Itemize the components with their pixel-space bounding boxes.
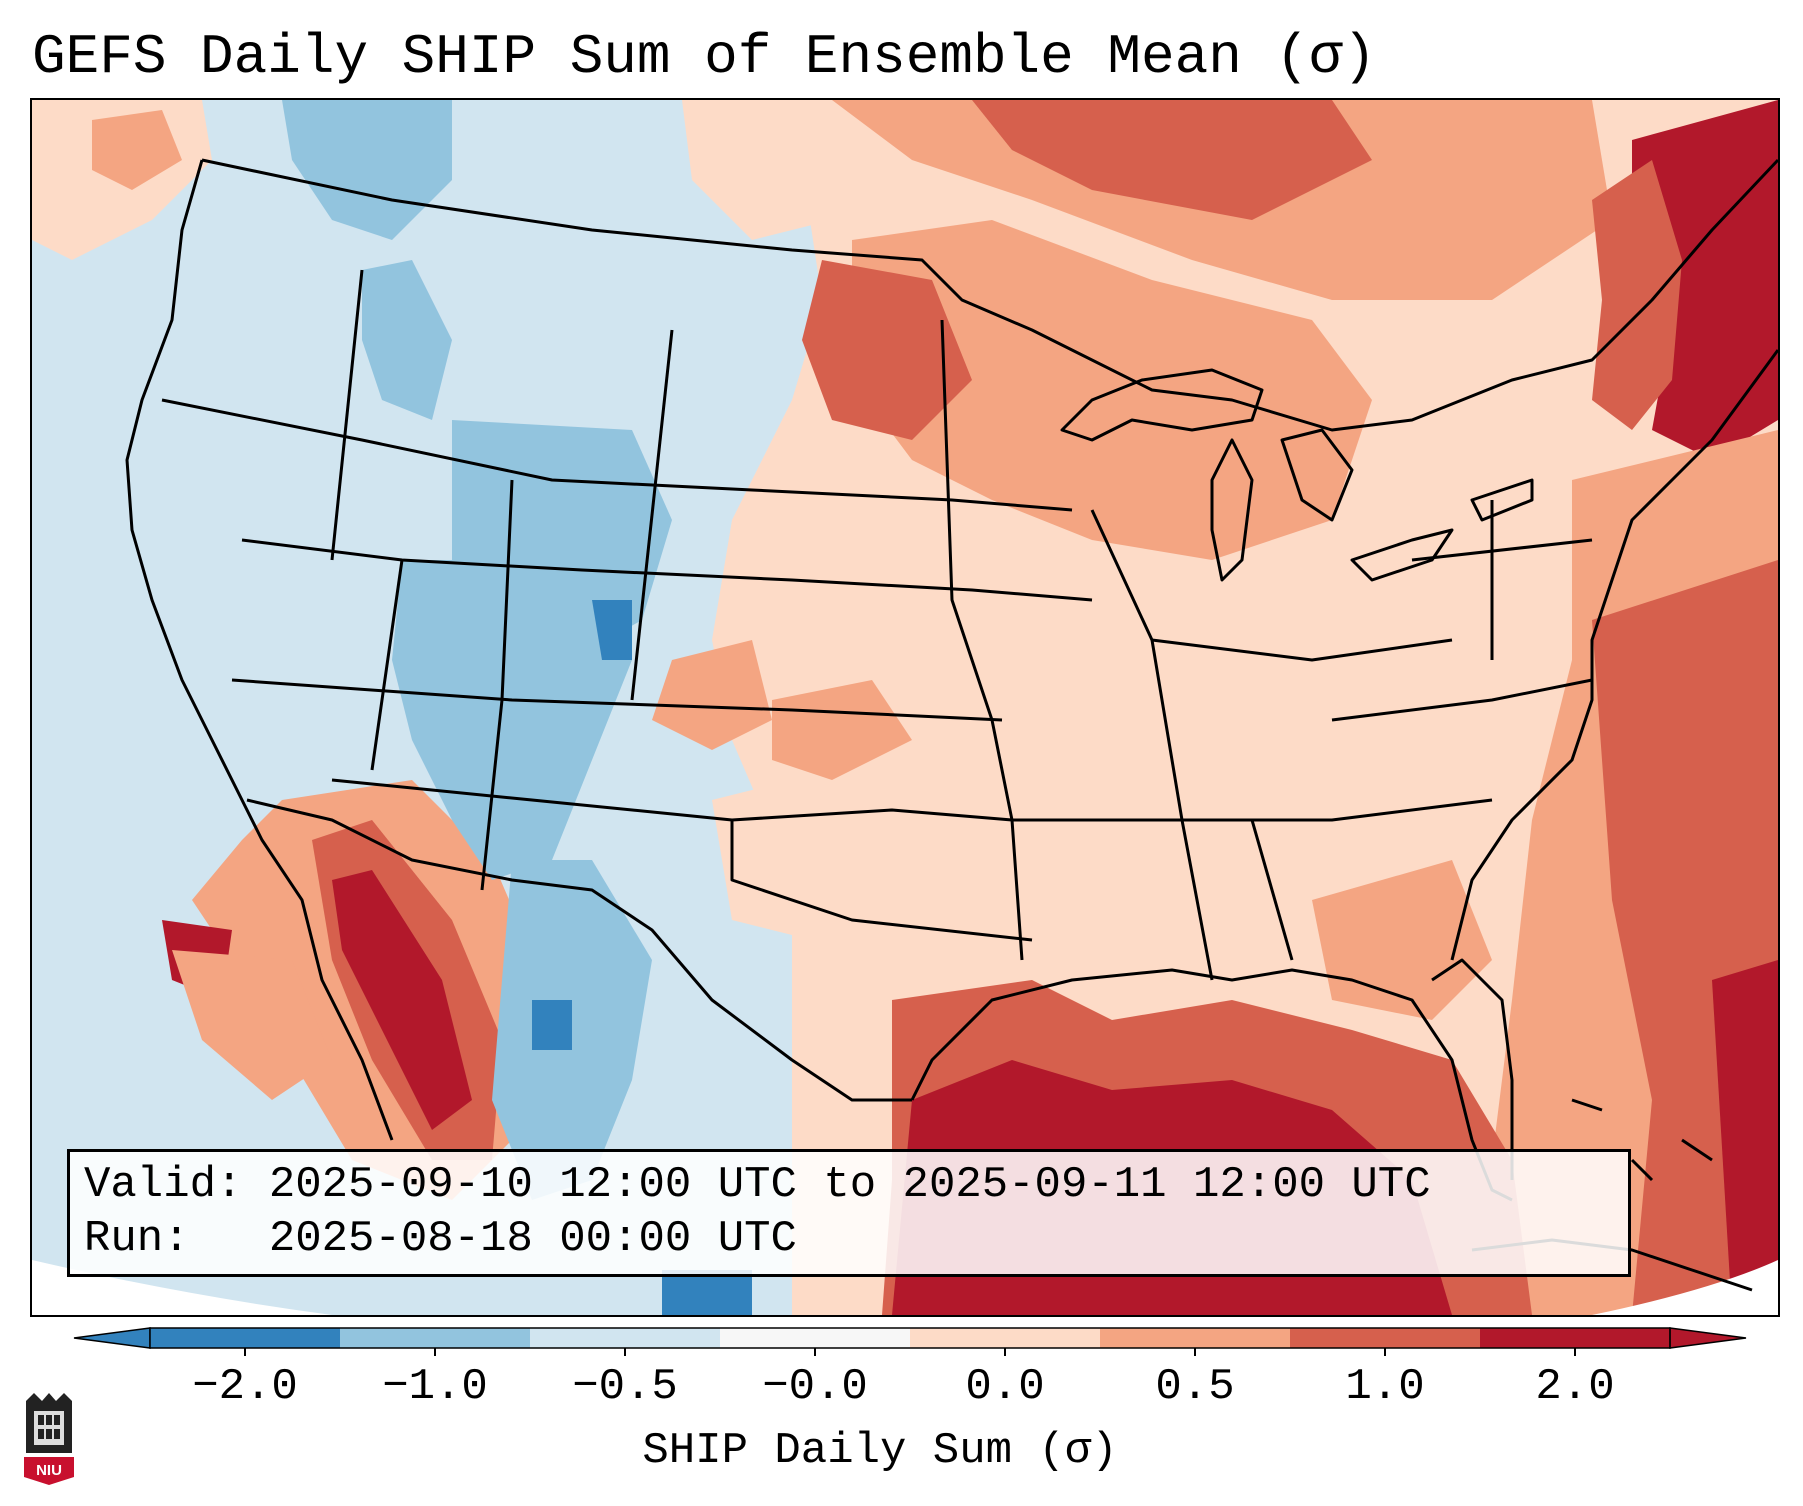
- anomaly-field: [32, 100, 1778, 1315]
- lake-huron: [1280, 428, 1354, 522]
- validity-info-box: Valid: 2025-09-10 12:00 UTC to 2025-09-1…: [67, 1149, 1631, 1277]
- colorbar-segment: [530, 1328, 720, 1348]
- run-time-line: Run: 2025-08-18 00:00 UTC: [84, 1214, 797, 1264]
- colorbar-title: SHIP Daily Sum (σ): [642, 1426, 1118, 1476]
- map-projection-edge: [32, 1260, 332, 1315]
- map-projection-edge-right: [1592, 1260, 1778, 1315]
- colorbar-segment: [1290, 1328, 1480, 1348]
- lake-ontario: [1470, 478, 1534, 522]
- canada-border: [201, 158, 1778, 432]
- colorbar-segment: [1100, 1328, 1290, 1348]
- colorbar-tick-label: 0.0: [965, 1362, 1045, 1412]
- colorbar-extend-low: [73, 1327, 151, 1349]
- lake-superior: [1060, 368, 1264, 442]
- colorbar-tick-label: 0.5: [1155, 1362, 1235, 1412]
- boundaries: [125, 158, 1778, 1292]
- colorbar-tick-label: −1.0: [382, 1362, 488, 1412]
- lake-michigan: [1210, 438, 1254, 582]
- logo-text: NIU: [36, 1462, 62, 1479]
- colorbar-tick-label: −2.0: [192, 1362, 298, 1412]
- lake-erie: [1350, 528, 1454, 582]
- colorbar-tick-label: 1.0: [1345, 1362, 1425, 1412]
- map-title: GEFS Daily SHIP Sum of Ensemble Mean (σ): [32, 25, 1377, 89]
- map-panel: [30, 98, 1780, 1317]
- colorbar-segments: [73, 1327, 1747, 1356]
- colorbar-tick-label: −0.5: [572, 1362, 678, 1412]
- bahamas: [1571, 1098, 1713, 1182]
- university-logo-icon: NIU: [24, 1393, 74, 1485]
- colorbar-segment: [340, 1328, 530, 1348]
- anomaly-map: [32, 100, 1778, 1315]
- colorbar-segment: [1480, 1328, 1670, 1348]
- colorbar-segment: [910, 1328, 1100, 1348]
- colorbar-tick-label: 2.0: [1535, 1362, 1615, 1412]
- colorbar-outline: [149, 1327, 1671, 1349]
- colorbar-extend-high: [1669, 1327, 1747, 1349]
- colorbar-segment: [150, 1328, 340, 1348]
- colorbar-tick-label: −0.0: [762, 1362, 868, 1412]
- colorbar: [73, 1327, 1747, 1356]
- colorbar-segment: [720, 1328, 910, 1348]
- valid-time-line: Valid: 2025-09-10 12:00 UTC to 2025-09-1…: [84, 1160, 1431, 1210]
